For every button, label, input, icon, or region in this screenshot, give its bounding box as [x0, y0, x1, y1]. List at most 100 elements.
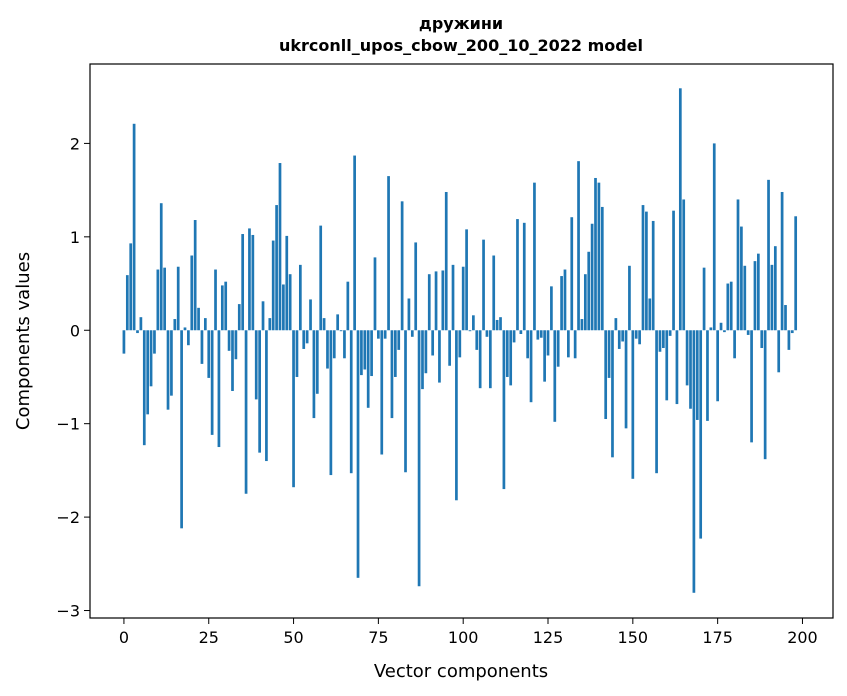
bar-124	[543, 330, 546, 382]
bar-162	[672, 210, 675, 331]
bar-27	[214, 269, 217, 331]
bar-90	[427, 274, 431, 331]
bar-123	[539, 330, 543, 338]
bar-20	[190, 255, 194, 331]
bar-133	[573, 330, 577, 359]
bar-4	[136, 330, 139, 334]
bar-181	[736, 199, 740, 331]
x-tick-label: 175	[702, 628, 733, 647]
bar-49	[288, 274, 292, 331]
bar-152	[638, 330, 641, 345]
bar-68	[353, 155, 356, 331]
bar-165	[682, 199, 686, 331]
bar-117	[519, 330, 523, 334]
bar-131	[567, 330, 570, 358]
bar-119	[526, 330, 530, 359]
bar-52	[298, 264, 302, 331]
bar-5	[139, 317, 143, 331]
bar-137	[587, 251, 591, 331]
bar-132	[570, 217, 574, 331]
bar-79	[390, 330, 394, 419]
bar-70	[360, 330, 363, 376]
y-tick-label: 0	[70, 321, 80, 340]
bar-109	[492, 255, 496, 331]
bar-161	[668, 330, 672, 336]
bar-80	[393, 330, 397, 377]
bar-163	[675, 330, 679, 405]
bar-170	[699, 330, 703, 539]
plot-frame	[89, 63, 834, 619]
bar-50	[292, 330, 295, 488]
bar-13	[166, 330, 170, 410]
bar-140	[597, 182, 601, 331]
bar-127	[553, 330, 557, 422]
bar-8	[149, 330, 153, 387]
bar-175	[716, 330, 719, 402]
bar-173	[709, 327, 713, 331]
chart-subtitle: ukrconll_upos_cbow_200_10_2022 model	[279, 36, 643, 55]
bar-101	[465, 229, 468, 331]
bar-166	[685, 330, 689, 386]
bar-10	[156, 269, 160, 331]
bar-194	[780, 191, 784, 331]
bar-178	[726, 283, 730, 331]
bar-136	[583, 274, 587, 331]
bar-39	[254, 330, 258, 400]
bar-53	[302, 330, 306, 349]
bar-148	[624, 330, 628, 429]
x-tick-label: 25	[199, 628, 219, 647]
bar-172	[706, 330, 709, 421]
bar-114	[509, 330, 513, 386]
bar-59	[322, 318, 326, 331]
bar-189	[763, 330, 767, 460]
bar-184	[746, 330, 750, 335]
bar-183	[743, 265, 747, 331]
bar-141	[600, 206, 604, 331]
bar-107	[485, 330, 489, 337]
x-axis-label: Vector components	[374, 661, 548, 682]
bar-94	[441, 270, 445, 331]
bar-191	[770, 264, 774, 331]
bar-25	[207, 330, 211, 378]
bar-66	[346, 281, 350, 331]
bar-56	[312, 330, 316, 419]
bar-14	[170, 330, 173, 396]
bar-32	[231, 330, 234, 391]
bar-57	[315, 330, 319, 394]
x-tick-label: 200	[787, 628, 818, 647]
bar-138	[590, 223, 594, 331]
bar-71	[363, 330, 367, 370]
bar-100	[461, 266, 465, 331]
bar-16	[176, 266, 180, 331]
bar-179	[729, 281, 733, 331]
bar-29	[220, 285, 224, 331]
bar-198	[794, 216, 798, 331]
bar-58	[319, 225, 323, 331]
bar-78	[387, 176, 390, 331]
bar-171	[702, 267, 706, 331]
bar-196	[787, 330, 791, 350]
bar-99	[458, 330, 462, 358]
bar-2	[129, 243, 133, 331]
bar-series	[122, 88, 798, 593]
bar-116	[516, 219, 519, 331]
bar-75	[377, 330, 380, 339]
bar-150	[631, 330, 635, 479]
bar-73	[370, 330, 373, 377]
bar-102	[468, 330, 472, 332]
bar-125	[546, 330, 550, 356]
bar-103	[472, 315, 475, 331]
bar-18	[183, 327, 187, 331]
bar-24	[203, 318, 207, 331]
bar-0	[122, 330, 126, 354]
bar-167	[689, 330, 692, 409]
bar-159	[662, 330, 665, 349]
bar-108	[488, 330, 492, 389]
bar-77	[383, 330, 387, 339]
bar-164	[678, 88, 682, 331]
bar-190	[767, 179, 770, 331]
bar-26	[210, 330, 214, 435]
bar-105	[478, 330, 482, 389]
y-tick-label: −2	[56, 508, 80, 527]
